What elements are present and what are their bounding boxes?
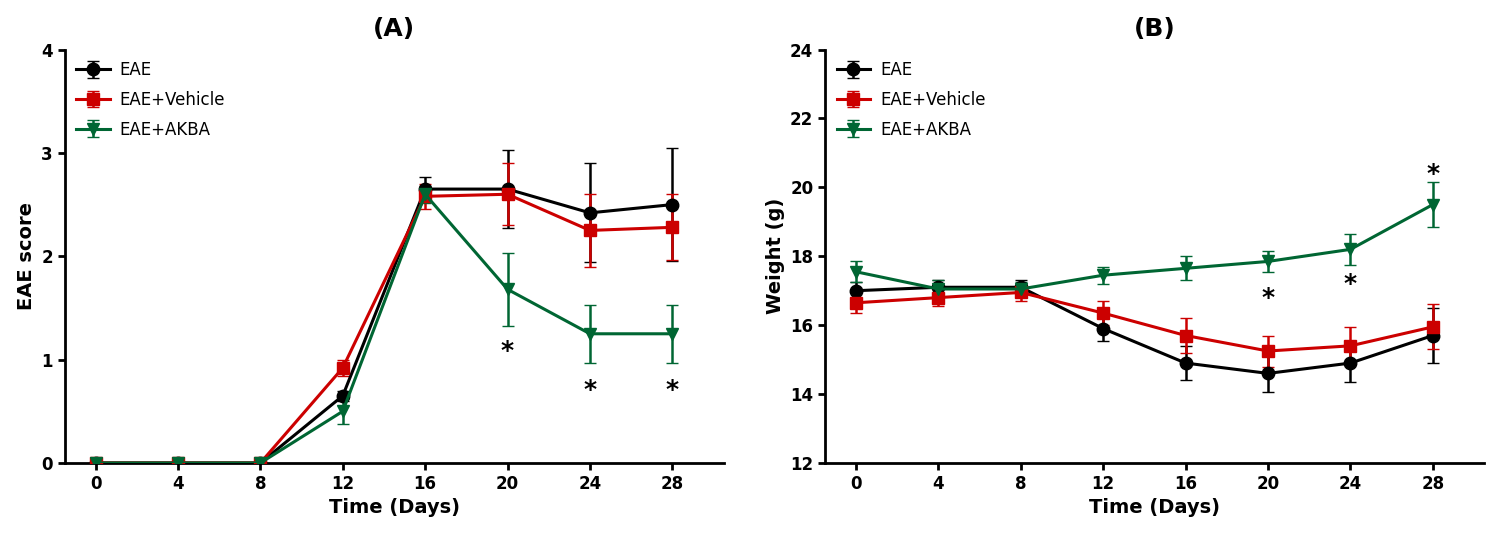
Y-axis label: Weight (g): Weight (g) [766, 198, 785, 315]
X-axis label: Time (Days): Time (Days) [329, 498, 459, 517]
Legend: EAE, EAE+Vehicle, EAE+AKBA: EAE, EAE+Vehicle, EAE+AKBA [74, 58, 228, 142]
Legend: EAE, EAE+Vehicle, EAE+AKBA: EAE, EAE+Vehicle, EAE+AKBA [833, 58, 989, 142]
Text: *: * [666, 378, 678, 402]
Text: *: * [1426, 161, 1439, 185]
Text: *: * [501, 339, 515, 363]
Title: (B): (B) [1133, 17, 1175, 41]
Text: *: * [584, 378, 596, 402]
Y-axis label: EAE score: EAE score [17, 202, 36, 310]
X-axis label: Time (Days): Time (Days) [1090, 498, 1220, 517]
Text: *: * [1343, 272, 1357, 296]
Title: (A): (A) [374, 17, 416, 41]
Text: *: * [1261, 286, 1274, 310]
